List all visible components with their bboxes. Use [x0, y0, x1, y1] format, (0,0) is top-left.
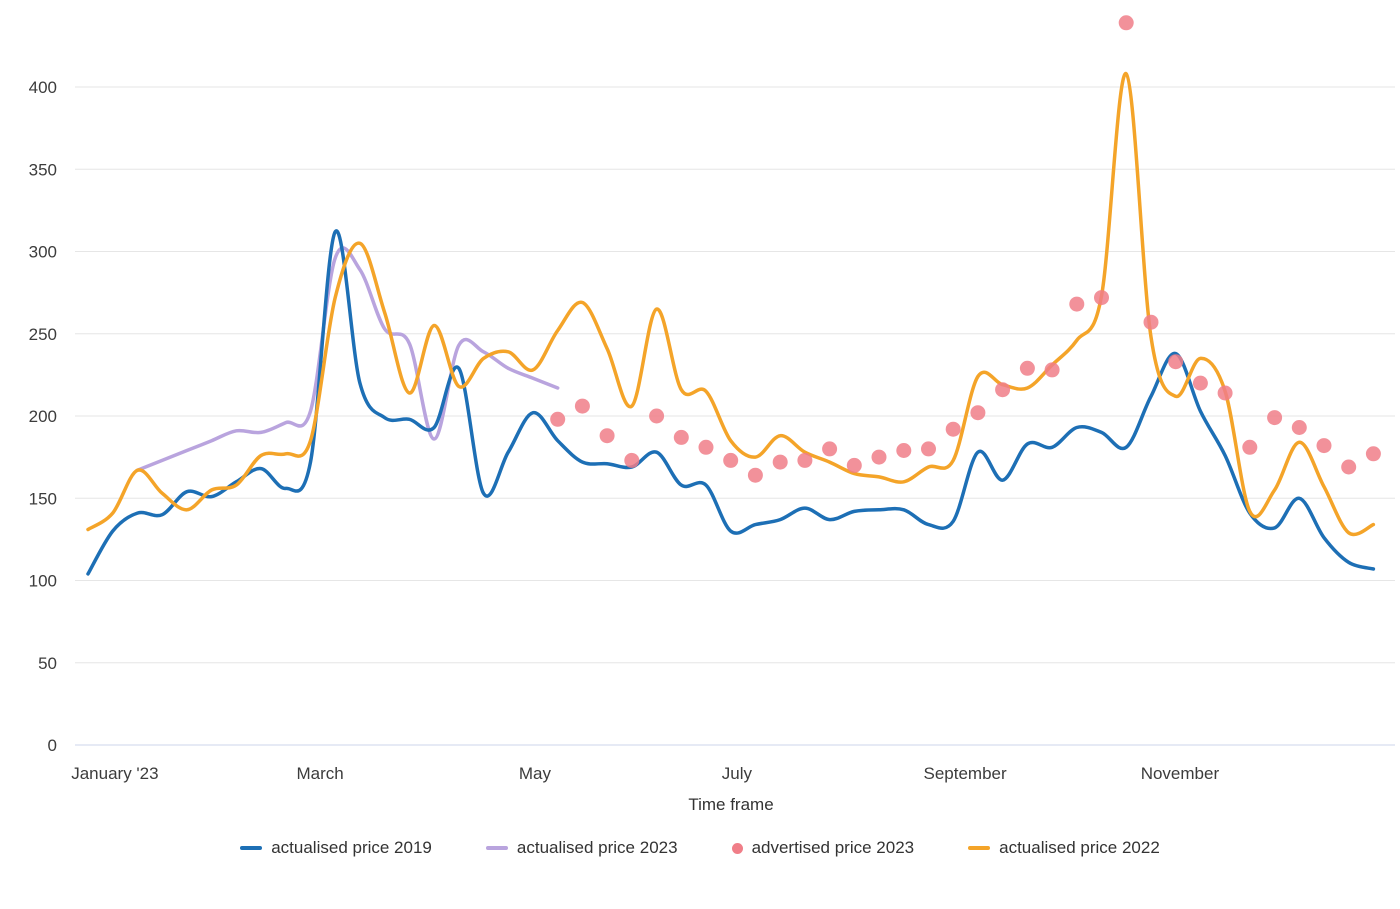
line-series-3[interactable] [86, 72, 1376, 537]
y-tick-label: 400 [29, 78, 57, 97]
y-tick-label: 200 [29, 407, 57, 426]
scatter-point[interactable] [1143, 314, 1159, 330]
legend-line-marker-2023-icon [485, 846, 508, 850]
y-tick-label: 0 [48, 736, 57, 755]
x-axis-title: Time frame [688, 795, 773, 814]
x-tick-label: July [722, 764, 753, 783]
legend-label: actualised price 2019 [271, 838, 432, 857]
series-plots[interactable] [86, 15, 1381, 576]
scatter-point[interactable] [1094, 290, 1109, 306]
x-axis-labels: January '23 March May July September November [71, 764, 1219, 783]
scatter-point[interactable] [1341, 459, 1357, 475]
y-tick-label: 150 [29, 489, 57, 508]
scatter-point[interactable] [995, 382, 1011, 398]
price-chart: 0 50 100 150 200 250 300 350 400 January '23 Marc… [29, 15, 1395, 814]
scatter-point[interactable] [1316, 438, 1332, 454]
legend-dot-marker-icon [731, 842, 743, 854]
legend-label: actualised price 2022 [999, 838, 1160, 857]
scatter-point[interactable] [1044, 362, 1060, 378]
scatter-point[interactable] [550, 411, 566, 427]
scatter-point[interactable] [1168, 354, 1184, 370]
legend-item-actualised-price-2019[interactable]: actualised price 2019 [240, 838, 432, 858]
scatter-point[interactable] [1019, 360, 1035, 376]
x-tick-label: September [924, 764, 1007, 783]
scatter-series-2[interactable] [550, 15, 1381, 483]
scatter-point[interactable] [945, 421, 961, 437]
scatter-point[interactable] [1365, 446, 1381, 462]
scatter-point[interactable] [673, 429, 689, 445]
legend-label: advertised price 2023 [751, 838, 915, 857]
y-tick-label: 350 [29, 160, 57, 179]
x-tick-label: November [1141, 764, 1220, 783]
scatter-point[interactable] [772, 454, 788, 470]
legend-item-actualised-price-2023[interactable]: actualised price 2023 [485, 838, 678, 858]
scatter-point[interactable] [747, 467, 763, 483]
scatter-point[interactable] [797, 452, 813, 468]
scatter-point[interactable] [1242, 439, 1258, 455]
x-tick-label: March [296, 764, 343, 783]
scatter-point[interactable] [599, 428, 615, 444]
legend-item-actualised-price-2022[interactable]: actualised price 2022 [968, 838, 1160, 858]
y-tick-label: 50 [38, 654, 57, 673]
legend-item-advertised-price-2023[interactable]: advertised price 2023 [731, 838, 915, 858]
scatter-point[interactable] [921, 441, 936, 457]
scatter-point[interactable] [1069, 296, 1085, 312]
scatter-point[interactable] [822, 441, 838, 457]
scatter-point[interactable] [871, 449, 887, 465]
y-tick-label: 100 [29, 572, 57, 591]
gridlines [75, 86, 1395, 746]
x-tick-label: January '23 [71, 764, 158, 783]
scatter-point[interactable] [1267, 410, 1283, 426]
y-tick-label: 300 [29, 243, 57, 262]
scatter-point[interactable] [1217, 385, 1233, 401]
scatter-point[interactable] [624, 452, 640, 468]
legend: actualised price 2019 actualised price 2… [0, 838, 1400, 858]
legend-line-marker-2019-icon [240, 846, 263, 850]
legend-line-marker-2022-icon [968, 846, 991, 850]
scatter-point[interactable] [574, 398, 590, 414]
scatter-point[interactable] [846, 457, 862, 473]
y-axis-labels: 0 50 100 150 200 250 300 350 400 [29, 78, 57, 755]
x-tick-label: May [519, 764, 552, 783]
line-series-0[interactable] [86, 229, 1376, 576]
scatter-point[interactable] [1291, 420, 1307, 435]
scatter-point[interactable] [896, 443, 912, 458]
scatter-point[interactable] [649, 408, 665, 424]
legend-label: actualised price 2023 [516, 838, 678, 857]
scatter-point[interactable] [1118, 15, 1134, 31]
scatter-point[interactable] [1192, 375, 1208, 391]
scatter-point[interactable] [698, 439, 714, 455]
scatter-point[interactable] [723, 452, 739, 468]
y-tick-label: 250 [29, 325, 57, 344]
scatter-point[interactable] [970, 405, 986, 421]
